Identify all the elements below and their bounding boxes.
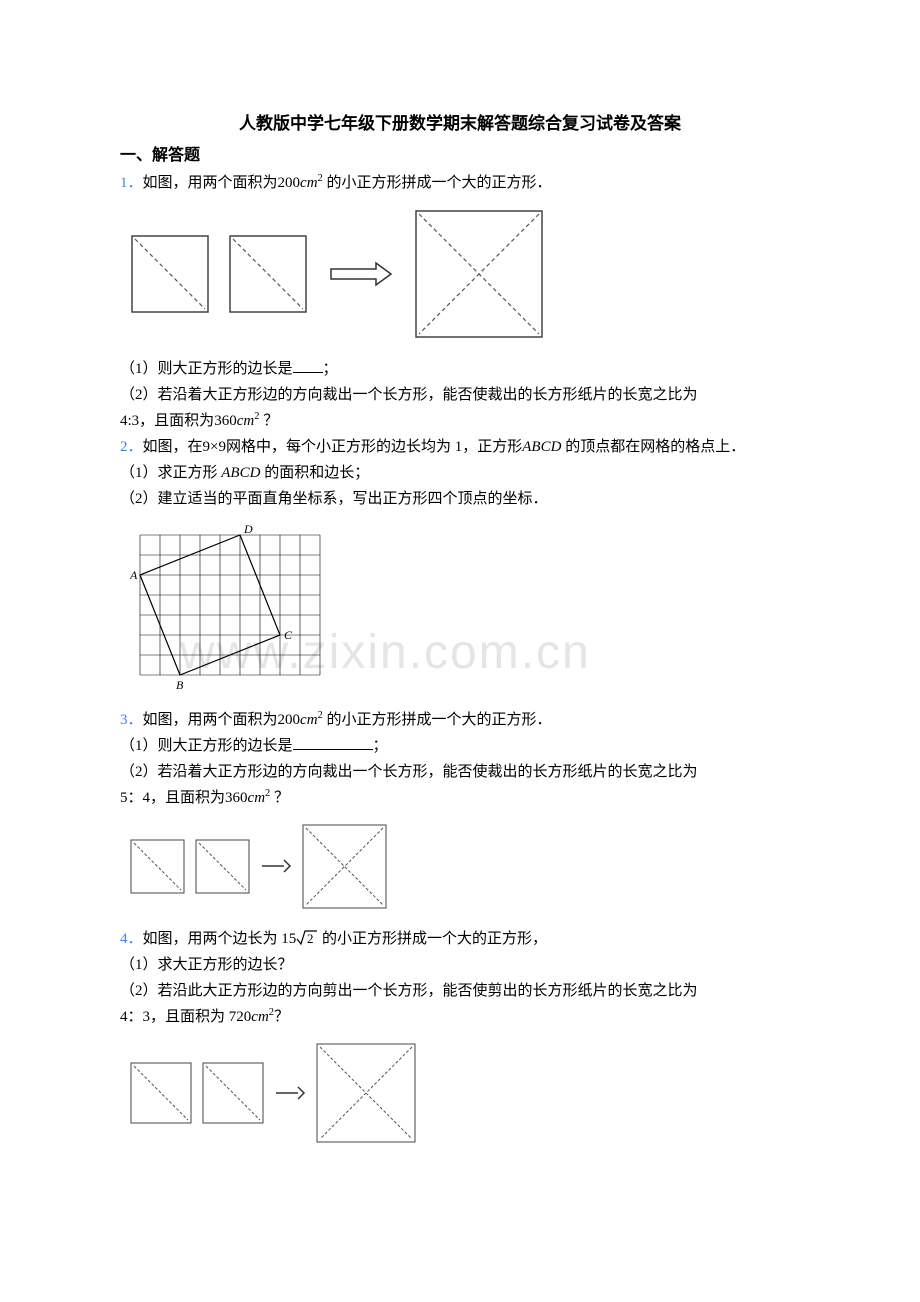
q1-small-sq-1: [130, 234, 210, 314]
q4-p2b-unit: cm: [251, 1009, 269, 1025]
q3-p2b-tail: ？: [270, 790, 289, 806]
q4-stem: 4．如图，用两个边长为 15 2 的小正方形拼成一个大的正方形，: [120, 927, 800, 951]
q2-figure: A B C D: [130, 525, 800, 690]
q1-number: 1．: [120, 175, 143, 191]
q1-figure: [130, 209, 800, 339]
q3-p2a: （2）若沿着大正方形边的方向裁出一个长方形，能否使裁出的长方形纸片的长宽之比为: [120, 760, 800, 784]
q1-p1-tail: ；: [323, 361, 338, 377]
q2-stem: 2．如图，在9×9网格中，每个小正方形的边长均为 1，正方形ABCD 的顶点都在…: [120, 435, 800, 459]
q1-text-a: 如图，用两个面积为: [143, 175, 278, 191]
q1-area: 200: [278, 175, 301, 191]
q4-p1: （1）求大正方形的边长？: [120, 953, 800, 977]
q3-small-sq-2: [195, 839, 250, 894]
q1-big-sq: [414, 209, 544, 339]
section-header: 一、解答题: [120, 143, 800, 169]
q2-abcd: ABCD: [522, 439, 561, 455]
q1-p2b-area: 360: [214, 413, 237, 429]
q3-text-a: 如图，用两个面积为: [143, 712, 278, 728]
q3-stem: 3．如图，用两个面积为200cm2 的小正方形拼成一个大的正方形．: [120, 708, 800, 732]
q4-small-sq-1: [130, 1062, 192, 1124]
q4-p2b-tail: ？: [274, 1009, 289, 1025]
q1-p2b-unit: cm: [237, 413, 255, 429]
sqrt-icon: 2: [296, 928, 318, 946]
q3-p2b: 5：4，且面积为360cm2 ？: [120, 786, 800, 810]
q3-arrow-icon: [260, 856, 292, 876]
q4-ratio: 4：3: [120, 1009, 150, 1025]
q4-big-sq: [316, 1043, 416, 1143]
q4-figure: [130, 1043, 800, 1143]
q1-unit: cm: [300, 175, 318, 191]
page-title: 人教版中学七年级下册数学期末解答题综合复习试卷及答案: [120, 110, 800, 137]
q3-number: 3．: [120, 712, 143, 728]
q4-text-b: 的小正方形拼成一个大的正方形，: [318, 931, 547, 947]
q3-small-sq-1: [130, 839, 185, 894]
q3-unit: cm: [300, 712, 318, 728]
q2-text-b: 网格中，每个小正方形的边长均为 1，正方形: [226, 439, 522, 455]
q2-p1-a: （1）求正方形: [120, 465, 221, 481]
q2-text-c: 的顶点都在网格的格点上．: [561, 439, 745, 455]
q4-p2a: （2）若沿此大正方形边的方向剪出一个长方形，能否使剪出的长方形纸片的长宽之比为: [120, 979, 800, 1003]
q1-small-sq-2: [228, 234, 308, 314]
q2-text-a: 如图，在: [143, 439, 203, 455]
svg-text:C: C: [284, 628, 293, 642]
q3-figure: [130, 824, 800, 909]
q3-p1-blank: [293, 735, 373, 750]
q1-arrow-icon: [326, 259, 396, 289]
q2-grid: 9×9: [203, 439, 226, 455]
q3-p2b-unit: cm: [248, 790, 266, 806]
svg-text:2: 2: [307, 931, 314, 946]
q4-text-a: 如图，用两个边长为 15: [143, 931, 297, 947]
q4-number: 4．: [120, 931, 143, 947]
q3-p1: （1）则大正方形的边长是 ；: [120, 734, 800, 758]
q1-p2a: （2）若沿着大正方形边的方向裁出一个长方形，能否使裁出的长方形纸片的长宽之比为: [120, 383, 800, 407]
q2-p2: （2）建立适当的平面直角坐标系，写出正方形四个顶点的坐标．: [120, 487, 800, 511]
q4-arrow-icon: [274, 1083, 306, 1103]
q3-p2b-area: 360: [225, 790, 248, 806]
q2-number: 2．: [120, 439, 143, 455]
svg-text:B: B: [176, 678, 184, 690]
q2-p1-abcd: ABCD: [221, 465, 260, 481]
q4-p2b: 4：3，且面积为 720cm2？: [120, 1005, 800, 1029]
svg-text:D: D: [243, 525, 253, 536]
q3-text-b: 的小正方形拼成一个大的正方形．: [323, 712, 552, 728]
q1-p2b: 4:3，且面积为360cm2 ？: [120, 409, 800, 433]
q3-big-sq: [302, 824, 387, 909]
q4-small-sq-2: [202, 1062, 264, 1124]
q3-p1-tail: ；: [373, 738, 388, 754]
q1-p1-blank: [293, 358, 323, 373]
q2-grid-svg: A B C D: [130, 525, 330, 690]
q2-p1: （1）求正方形 ABCD 的面积和边长；: [120, 461, 800, 485]
q3-p2b-mid: ，且面积为: [150, 790, 225, 806]
q1-ratio: 4:3: [120, 413, 139, 429]
q2-p1-b: 的面积和边长；: [260, 465, 369, 481]
q3-p1-text: （1）则大正方形的边长是: [120, 738, 293, 754]
q3-ratio: 5：4: [120, 790, 150, 806]
q1-p2b-tail: ？: [259, 413, 278, 429]
q1-text-b: 的小正方形拼成一个大的正方形．: [323, 175, 552, 191]
q1-p1-text: （1）则大正方形的边长是: [120, 361, 293, 377]
q3-area: 200: [278, 712, 301, 728]
q1-p1: （1）则大正方形的边长是 ；: [120, 357, 800, 381]
q4-p2b-mid: ，且面积为 720: [150, 1009, 251, 1025]
q1-p2b-mid: ，且面积为: [139, 413, 214, 429]
q1-stem: 1．如图，用两个面积为200cm2 的小正方形拼成一个大的正方形．: [120, 171, 800, 195]
svg-text:A: A: [130, 568, 138, 582]
